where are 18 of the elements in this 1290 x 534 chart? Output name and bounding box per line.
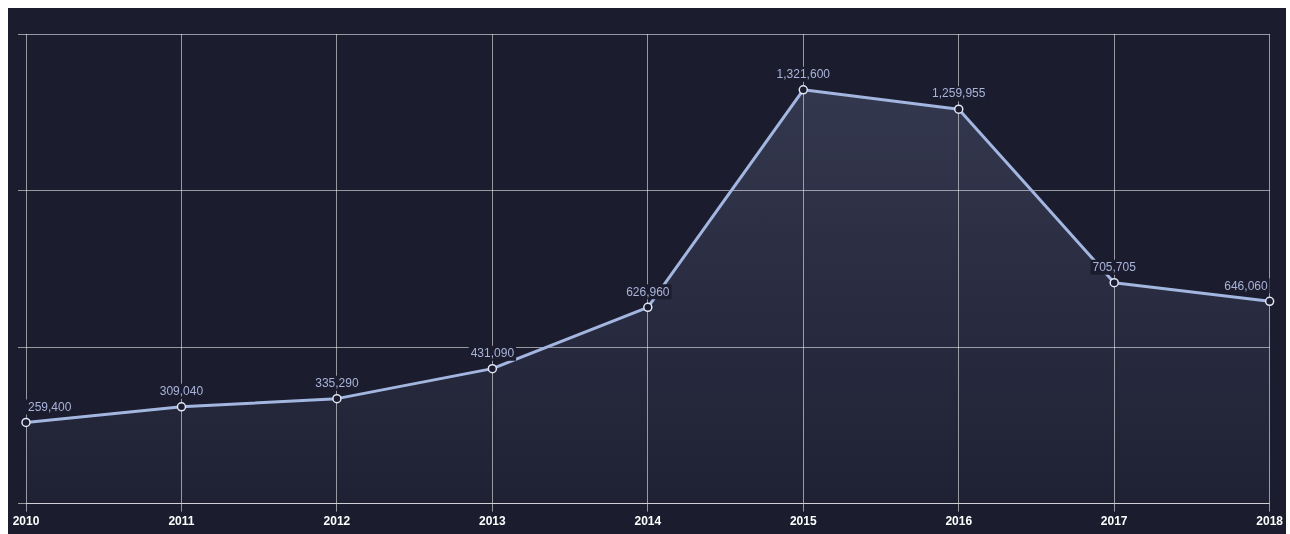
x-tick-label: 2012: [323, 514, 351, 529]
data-label: 705,705: [1092, 259, 1137, 274]
x-tick-label: 2011: [168, 514, 195, 529]
x-tick-label: 2013: [479, 514, 507, 529]
x-tick-label: 2014: [634, 514, 662, 529]
x-tick-label: 2010: [12, 514, 40, 529]
x-tick-label: 2016: [945, 514, 973, 529]
x-tick-label: 2017: [1100, 514, 1128, 529]
data-label: 626,960: [626, 284, 670, 299]
data-label: 1,321,600: [776, 67, 831, 82]
x-tick-label: 2018: [1256, 514, 1284, 529]
data-label: 1,259,955: [932, 86, 986, 101]
data-label: 431,090: [470, 345, 515, 360]
data-label: 335,290: [315, 375, 359, 390]
x-tick-label: 2015: [789, 514, 817, 529]
data-label: 259,400: [28, 399, 72, 414]
data-label: 646,060: [1224, 278, 1268, 293]
data-label: 309,040: [159, 384, 204, 399]
